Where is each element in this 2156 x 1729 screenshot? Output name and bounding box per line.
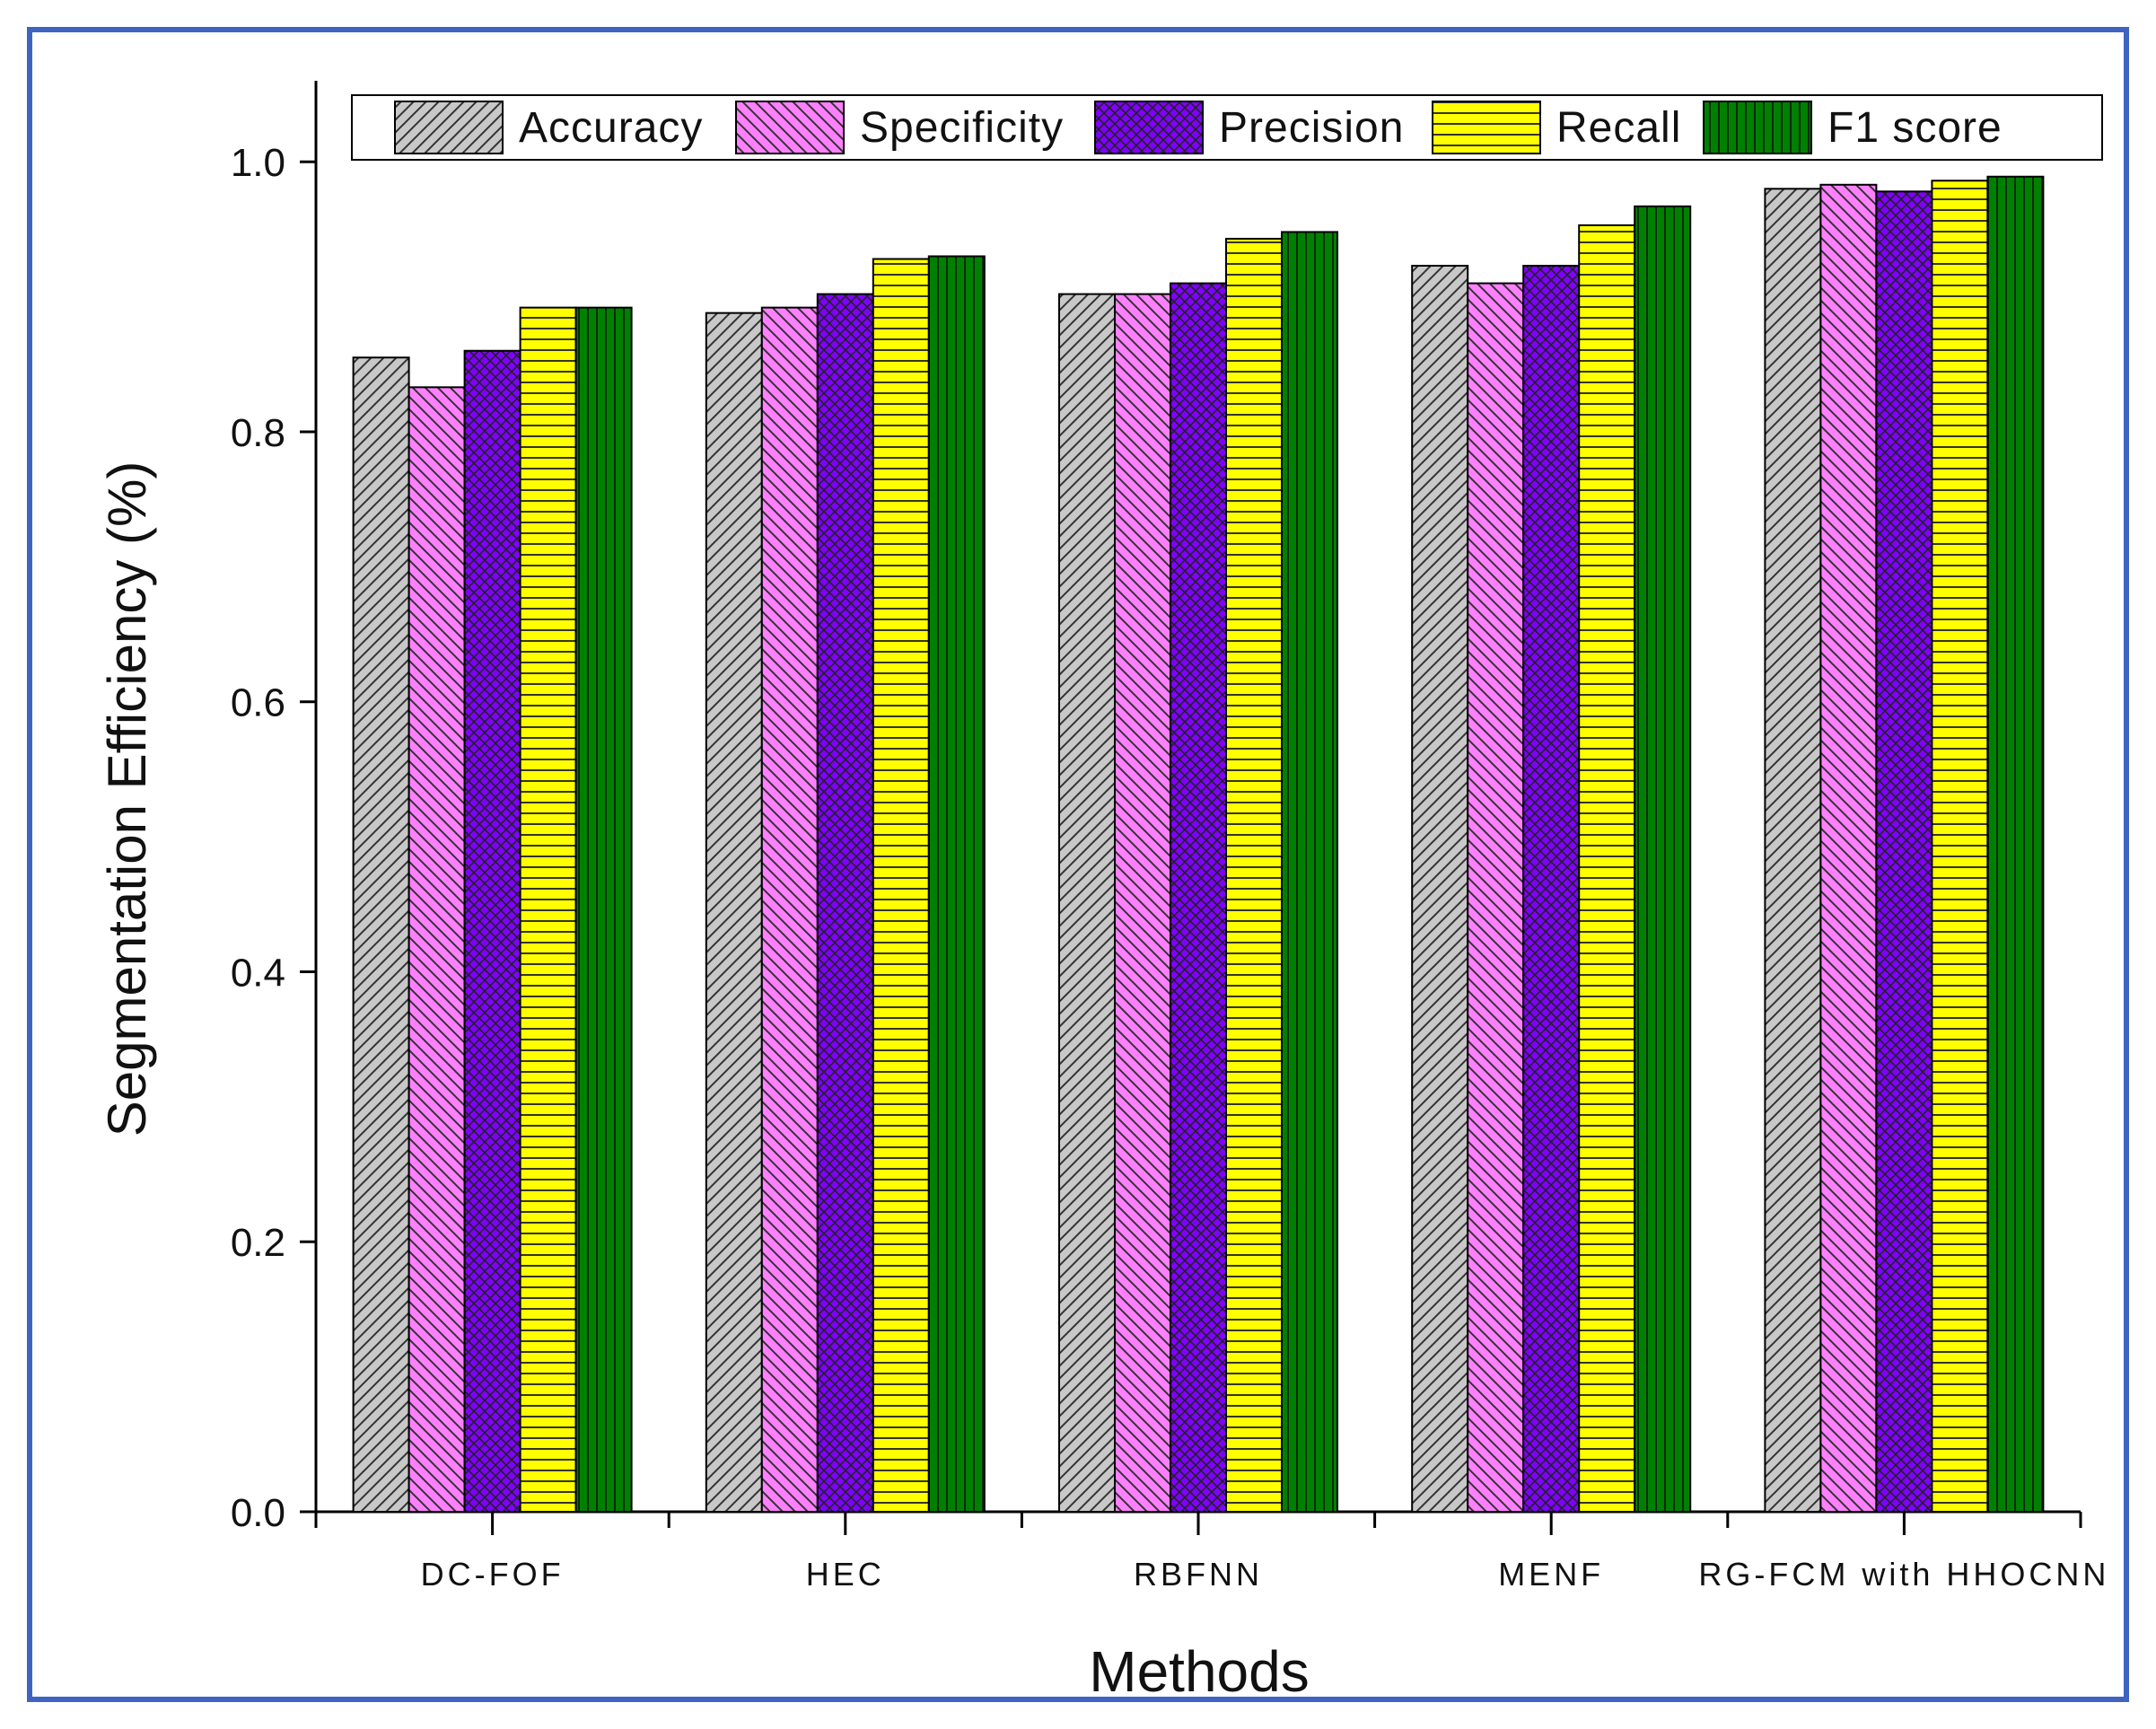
y-axis-label: Segmentation Efficiency (%): [97, 461, 157, 1137]
bar-accuracy: [1764, 188, 1822, 1513]
bar-precision: [1875, 190, 1933, 1513]
y-tick-label: 0.4: [231, 951, 285, 995]
legend-label: F1 score: [1827, 104, 2003, 152]
bar-accuracy: [705, 312, 763, 1513]
y-axis-ticks: 0.0 0.2 0.4 0.6 0.8 1.0: [231, 141, 316, 1535]
x-tick-label: RBFNN: [1134, 1556, 1263, 1593]
bars-group: [352, 175, 2045, 1514]
bar-specificity: [1114, 293, 1171, 1514]
y-tick-label: 0.8: [231, 411, 285, 455]
legend: Accuracy Specificity Precision Recall F1 sco…: [351, 94, 2103, 161]
bar-accuracy: [1411, 265, 1469, 1513]
bar-precision: [816, 293, 874, 1514]
y-tick-label: 1.0: [231, 141, 285, 185]
legend-label: Recall: [1556, 104, 1681, 152]
bar-specificity: [1819, 183, 1878, 1514]
bar-recall: [1578, 224, 1636, 1513]
bar-f1-score: [1281, 231, 1338, 1514]
x-tick-label: DC-FOF: [421, 1556, 565, 1593]
x-axis-ticks: DC-FOF HEC RBFNN MENF RG-FCM with HHOCNN: [314, 1512, 2109, 1593]
bar-specificity: [1467, 282, 1525, 1513]
bar-f1-score: [574, 306, 633, 1514]
figure-frame: [27, 27, 2129, 1702]
bar-f1-score: [927, 255, 986, 1513]
x-tick-label: RG-FCM with HHOCNN: [1698, 1556, 2109, 1593]
legend-swatch-precision: [1094, 101, 1204, 154]
x-tick-label: MENF: [1498, 1556, 1604, 1593]
bar-recall: [872, 258, 930, 1513]
bar-precision: [463, 349, 521, 1513]
legend-swatch-f1-score: [1703, 101, 1812, 154]
legend-label: Specificity: [860, 104, 1064, 152]
legend-swatch-specificity: [735, 101, 845, 154]
y-tick-label: 0.6: [231, 681, 285, 725]
bar-f1-score: [1986, 175, 2045, 1513]
y-tick-label: 0.2: [231, 1221, 285, 1265]
bar-accuracy: [1058, 293, 1116, 1514]
bar-specificity: [408, 386, 466, 1514]
bar-recall: [1931, 180, 1989, 1513]
legend-swatch-accuracy: [394, 101, 504, 154]
bar-precision: [1522, 265, 1581, 1513]
bar-accuracy: [352, 356, 410, 1514]
bar-f1-score: [1634, 205, 1692, 1513]
bar-recall: [1225, 237, 1283, 1513]
x-tick-label: HEC: [806, 1556, 885, 1593]
x-axis-label: Methods: [1089, 1639, 1309, 1704]
bar-specificity: [760, 306, 819, 1514]
legend-swatch-recall: [1432, 101, 1541, 154]
bar-recall: [519, 306, 577, 1514]
y-tick-label: 0.0: [231, 1491, 285, 1535]
legend-label: Precision: [1219, 104, 1404, 152]
bar-precision: [1170, 282, 1227, 1513]
legend-label: Accuracy: [519, 104, 703, 152]
